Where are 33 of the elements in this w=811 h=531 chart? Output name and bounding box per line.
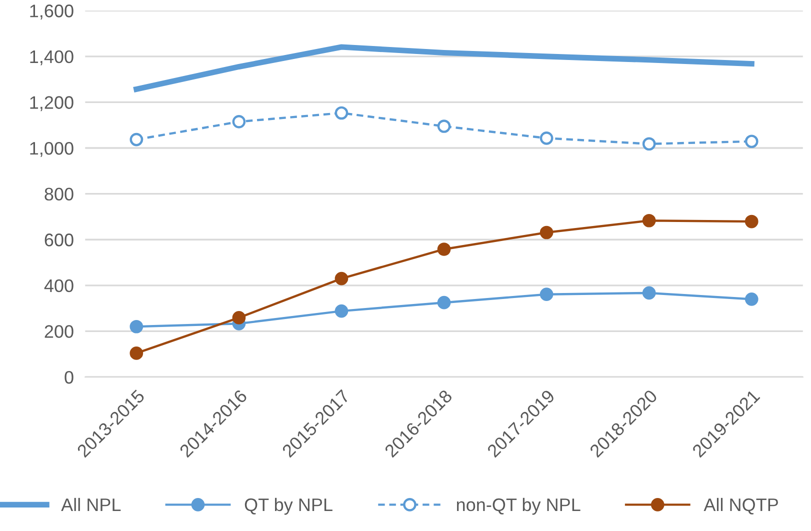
- point: [334, 272, 348, 286]
- point: [334, 304, 348, 318]
- point: [642, 214, 656, 228]
- point: [130, 132, 144, 146]
- y-tick-label: 1,400: [30, 50, 74, 66]
- point: [744, 214, 758, 228]
- point: [744, 134, 758, 148]
- point: [232, 311, 246, 324]
- point: [437, 120, 451, 133]
- point: [130, 320, 144, 334]
- y-tick-label: 800: [44, 188, 74, 201]
- point: [540, 288, 554, 302]
- point: [642, 137, 656, 151]
- legend-label: All NQTP: [704, 498, 778, 514]
- y-tick-label: 1,600: [30, 4, 74, 20]
- point: [334, 106, 348, 120]
- y-tick-label: 200: [44, 325, 74, 338]
- y-tick-label: 600: [44, 234, 74, 246]
- point: [642, 286, 656, 300]
- point: [232, 115, 246, 128]
- legend-label: QT by NPL: [244, 498, 332, 515]
- y-tick-label: 400: [44, 279, 74, 292]
- legend-label: non-QT by NPL: [456, 498, 580, 515]
- point: [437, 242, 451, 256]
- point: [540, 132, 554, 145]
- y-tick-label: 0: [64, 370, 74, 384]
- point: [744, 292, 758, 306]
- point: [540, 226, 554, 240]
- y-tick-label: 1,200: [30, 96, 74, 112]
- point: [437, 296, 451, 310]
- y-tick-label: 1,000: [30, 142, 74, 157]
- point: [130, 346, 144, 360]
- legend-label: All NPL: [61, 498, 121, 512]
